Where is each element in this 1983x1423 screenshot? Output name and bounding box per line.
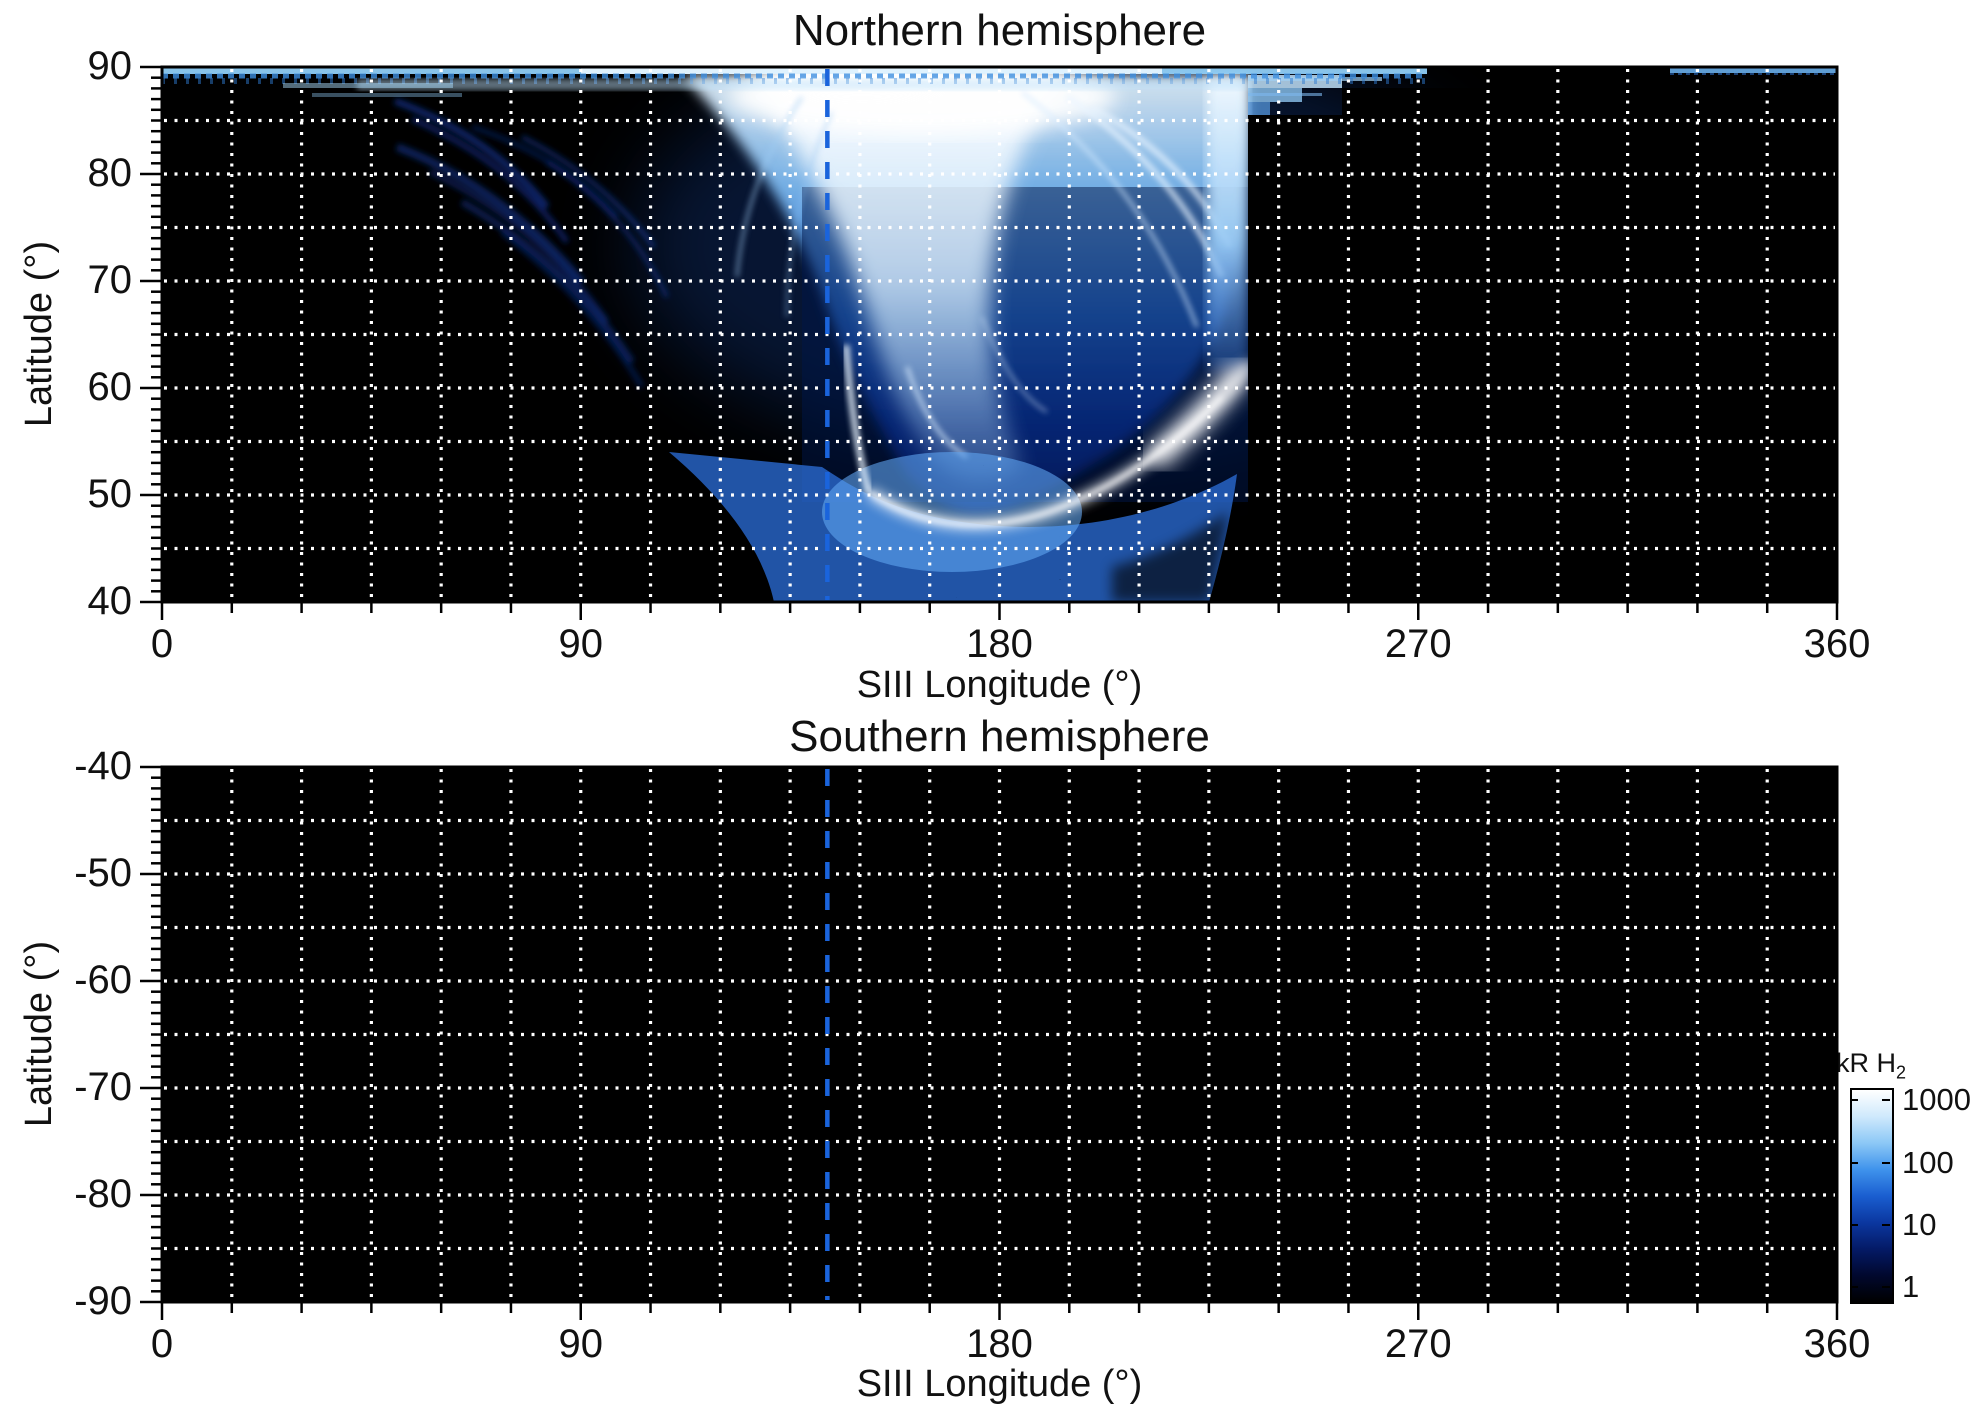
cutoff-bright-edge — [1207, 77, 1248, 372]
colorbar-title-main: kR H — [1836, 1048, 1896, 1078]
colorbar-tick — [1882, 1099, 1890, 1102]
colorbar-tick-label: 10 — [1902, 1207, 1937, 1243]
colorbar-tick — [1850, 1286, 1858, 1289]
colorbar-tick — [1882, 1286, 1890, 1289]
south-xaxis-title: SIII Longitude (°) — [856, 1363, 1143, 1405]
x-tick-label: 270 — [1384, 1322, 1452, 1366]
y-tick-label: -50 — [74, 851, 132, 895]
x-tick-label: 0 — [150, 622, 174, 666]
y-tick-label: 50 — [87, 472, 133, 516]
south-panel-title: Southern hemisphere — [789, 712, 1210, 761]
colorbar-tick-label: 1 — [1902, 1269, 1920, 1305]
south-heatmap-panel — [162, 767, 1837, 1302]
y-tick-label: 60 — [87, 365, 133, 409]
x-tick-label: 90 — [558, 1322, 604, 1366]
y-tick-label: -90 — [74, 1279, 132, 1323]
colorbar-tick — [1850, 1099, 1858, 1102]
y-tick-label: 40 — [87, 579, 133, 623]
colorbar-tick — [1882, 1224, 1890, 1227]
y-tick-label: 80 — [87, 151, 133, 195]
y-tick-label: 90 — [87, 44, 133, 88]
y-tick-label: -40 — [74, 744, 132, 788]
cutoff-black-region — [1248, 115, 1837, 602]
y-tick-label: 70 — [87, 258, 133, 302]
colorbar-title: kR H2 — [1836, 1048, 1906, 1083]
north-xaxis-title: SIII Longitude (°) — [856, 664, 1143, 706]
x-tick-label: 360 — [1803, 622, 1871, 666]
aurora-art — [162, 67, 1837, 602]
colorbar-title-sub: 2 — [1896, 1062, 1907, 1083]
x-tick-label: 90 — [558, 622, 604, 666]
colorbar-tick — [1850, 1224, 1858, 1227]
x-tick-label: 0 — [150, 1322, 174, 1366]
colorbar — [1850, 1088, 1894, 1304]
colorbar-tick — [1882, 1161, 1890, 1164]
x-tick-label: 270 — [1384, 622, 1452, 666]
colorbar-tick-label: 1000 — [1902, 1082, 1971, 1118]
x-tick-label: 360 — [1803, 1322, 1871, 1366]
x-tick-label: 180 — [966, 622, 1033, 666]
x-tick-label: 180 — [966, 1322, 1033, 1366]
north-panel-title: Northern hemisphere — [792, 6, 1207, 55]
cutoff-black-region-2 — [1342, 88, 1837, 115]
colorbar-tick-label: 100 — [1902, 1144, 1954, 1180]
north-heatmap-panel — [162, 67, 1837, 602]
colorbar-tick — [1850, 1161, 1858, 1164]
y-tick-label: -70 — [74, 1065, 132, 1109]
y-tick-label: -80 — [74, 1172, 132, 1216]
y-tick-label: -60 — [74, 958, 132, 1002]
